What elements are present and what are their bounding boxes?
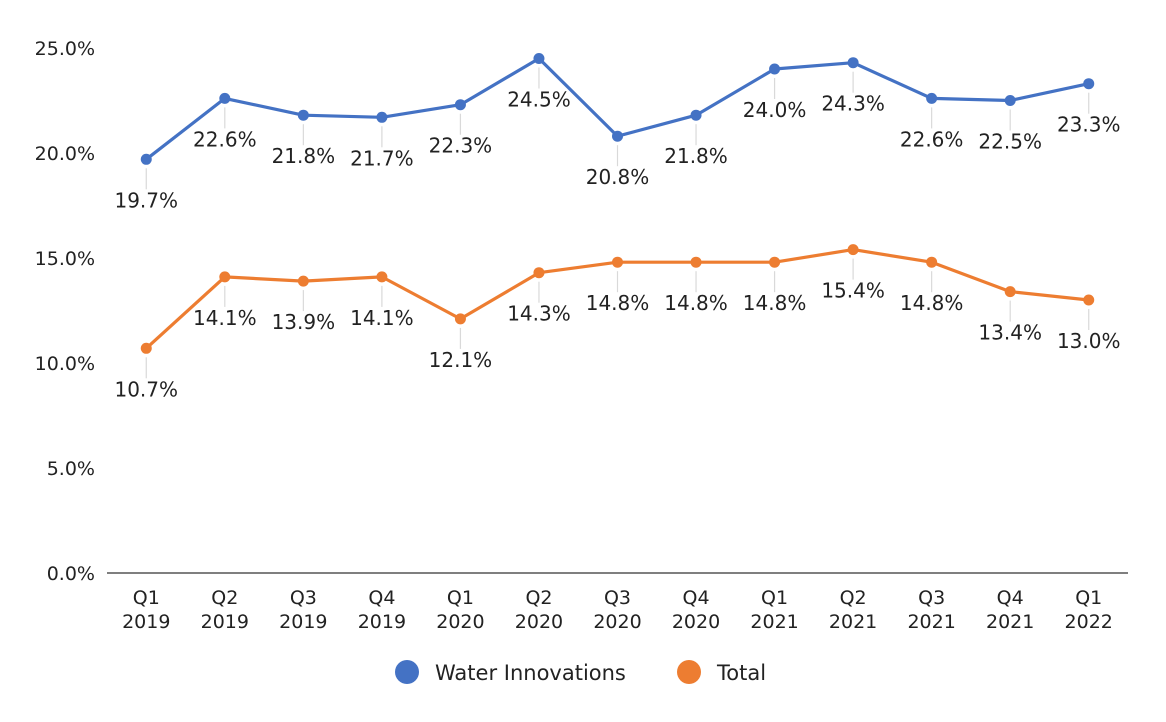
x-tick-label: Q1 2021 (750, 587, 798, 633)
data-label: 21.8% (272, 144, 336, 168)
data-label: 14.8% (664, 291, 728, 315)
data-point (454, 99, 466, 111)
data-label: 13.9% (272, 310, 336, 334)
x-tick-label: Q2 2019 (201, 587, 249, 633)
x-tick-label: Q1 2019 (122, 587, 170, 633)
legend-item: Total (677, 660, 766, 685)
data-label: 14.3% (507, 302, 571, 326)
data-label: 24.3% (821, 92, 885, 116)
x-tick-label: Q2 2020 (515, 587, 563, 633)
x-tick-label: Q4 2021 (986, 587, 1034, 633)
data-point (926, 92, 938, 104)
legend-label: Total (716, 661, 766, 685)
data-point (140, 342, 152, 354)
data-point (1004, 95, 1016, 106)
x-axis: Q1 2019 Q2 2019 Q3 2019 Q4 2019 Q1 2020 Q2 2020 Q3 20… (122, 587, 1113, 633)
legend-marker (677, 660, 701, 684)
data-label: 14.1% (350, 306, 414, 330)
y-tick-label: 5.0% (47, 458, 95, 480)
x-tick-label: Q3 2021 (907, 587, 955, 633)
x-tick-label: Q1 2022 (1065, 587, 1113, 633)
data-point (140, 153, 152, 165)
data-point (376, 111, 388, 123)
data-point (297, 109, 309, 121)
data-label: 24.5% (507, 88, 571, 112)
data-label: 21.7% (350, 146, 414, 170)
data-label: 14.8% (586, 291, 650, 315)
data-point (533, 267, 545, 279)
legend: Water Innovations Total (395, 660, 766, 685)
legend-label: Water Innovations (435, 661, 626, 685)
data-point (1083, 78, 1095, 90)
data-point (376, 271, 388, 283)
x-tick-label: Q3 2019 (279, 587, 327, 633)
data-point (847, 244, 859, 256)
data-point (219, 271, 231, 283)
data-point (690, 109, 702, 121)
y-tick-label: 20.0% (35, 143, 95, 165)
data-point (612, 130, 623, 142)
data-label: 23.3% (1057, 113, 1121, 137)
data-label: 22.6% (193, 127, 257, 151)
y-tick-label: 10.0% (35, 353, 95, 375)
y-axis: 0.0% 5.0% 10.0% 15.0% 20.0% 25.0% (35, 38, 95, 585)
data-point (219, 92, 231, 104)
data-point (690, 256, 702, 268)
data-labels: 19.7% 22.6% 21.8% 21.7% 22.3% 24.5% 20.8% 21.8%… (114, 88, 1120, 402)
data-point (1004, 286, 1016, 298)
x-tick-label: Q4 2019 (358, 587, 406, 633)
data-point (769, 256, 781, 268)
data-label: 15.4% (821, 279, 885, 303)
data-label: 13.0% (1057, 329, 1121, 353)
x-tick-label: Q3 2020 (593, 587, 641, 633)
data-label: 22.6% (900, 127, 964, 151)
data-label: 20.8% (586, 165, 650, 189)
legend-marker (395, 660, 419, 684)
data-label: 22.5% (978, 130, 1042, 154)
data-point (1083, 294, 1095, 306)
data-label: 19.7% (114, 188, 178, 212)
data-label: 14.8% (743, 291, 807, 315)
data-point (612, 256, 623, 268)
data-label: 10.7% (114, 377, 178, 401)
y-tick-label: 15.0% (35, 248, 95, 270)
data-point (847, 57, 859, 69)
legend-item: Water Innovations (395, 660, 626, 685)
data-point (297, 275, 309, 287)
data-label: 13.4% (978, 321, 1042, 345)
data-label: 21.8% (664, 144, 728, 168)
data-label: 12.1% (429, 348, 493, 372)
data-point (533, 53, 545, 64)
data-label: 24.0% (743, 98, 807, 122)
x-tick-label: Q2 2021 (829, 587, 877, 633)
data-label: 14.8% (900, 291, 964, 315)
y-tick-label: 0.0% (47, 563, 95, 585)
x-tick-label: Q4 2020 (672, 587, 720, 633)
series-group (140, 53, 1095, 354)
data-label: 22.3% (429, 134, 493, 158)
data-label: 14.1% (193, 306, 257, 330)
x-tick-label: Q1 2020 (436, 587, 484, 633)
data-point (926, 256, 938, 268)
y-tick-label: 25.0% (35, 38, 95, 60)
data-point (454, 313, 466, 325)
data-point (769, 63, 781, 75)
data-label-leader-lines (145, 67, 1090, 379)
